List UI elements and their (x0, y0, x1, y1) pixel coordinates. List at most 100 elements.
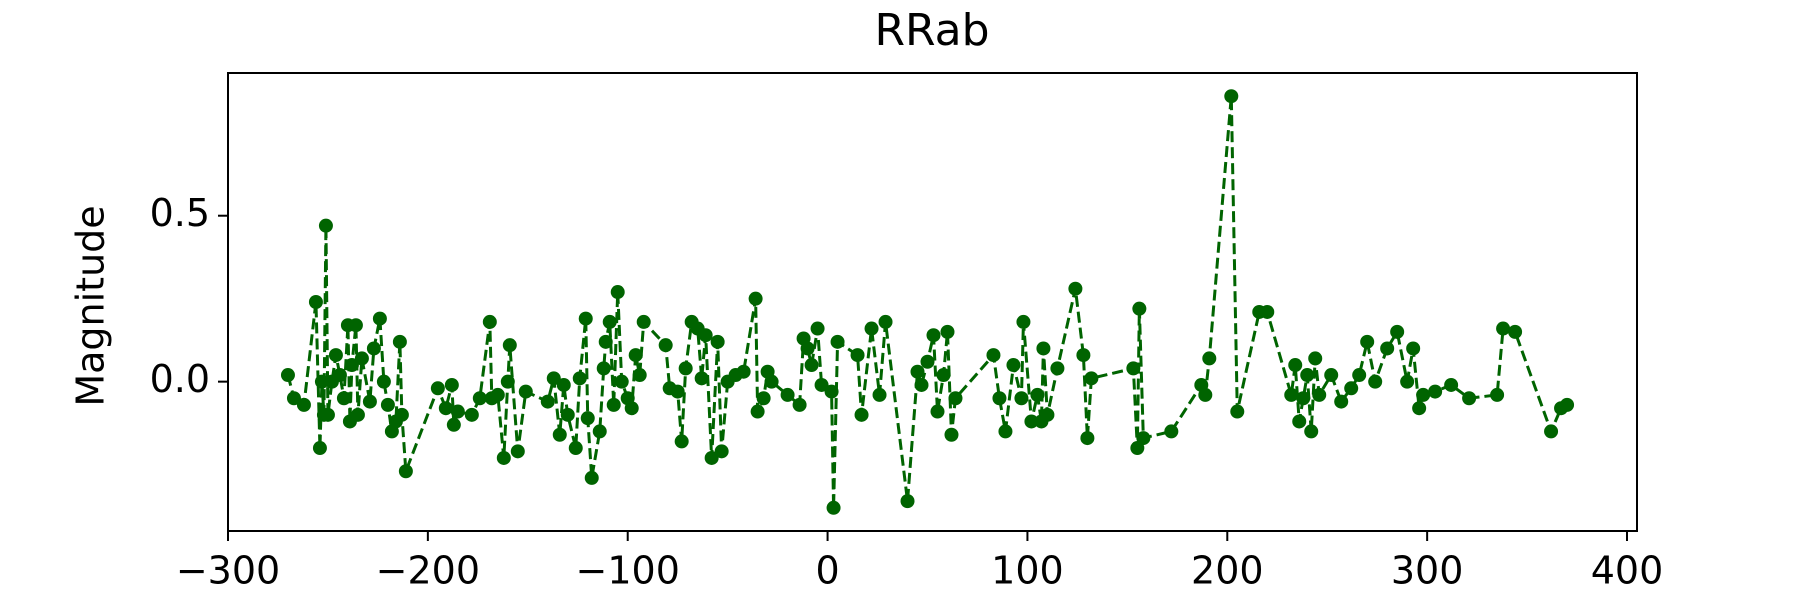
data-point (878, 314, 893, 329)
data-point (490, 387, 505, 402)
x-tick-label: 0 (815, 549, 839, 593)
data-point (1068, 281, 1083, 296)
data-point (914, 377, 929, 392)
data-point (1560, 397, 1575, 412)
data-point (296, 397, 311, 412)
data-point (1352, 368, 1367, 383)
data-point (756, 391, 771, 406)
data-point (1224, 89, 1239, 104)
data-point (936, 368, 951, 383)
data-point (1198, 387, 1213, 402)
data-point (1016, 314, 1031, 329)
data-point (312, 441, 327, 456)
data-point (552, 427, 567, 442)
data-point (940, 324, 955, 339)
data-point (854, 407, 869, 422)
data-point (632, 368, 647, 383)
data-point (392, 334, 407, 349)
data-point (1412, 401, 1427, 416)
data-point (350, 407, 365, 422)
data-point (1416, 387, 1431, 402)
data-point (568, 441, 583, 456)
x-tick-label: 400 (1591, 549, 1664, 593)
data-point (1300, 368, 1315, 383)
data-point (366, 341, 381, 356)
data-point (1344, 381, 1359, 396)
data-point (336, 391, 351, 406)
data-point (986, 348, 1001, 363)
data-point (1030, 387, 1045, 402)
data-point (1296, 391, 1311, 406)
data-point (610, 285, 625, 300)
data-point (780, 387, 795, 402)
data-point (998, 424, 1013, 439)
data-point (1040, 407, 1055, 422)
data-point (510, 444, 525, 459)
data-point (362, 394, 377, 409)
data-point (598, 334, 613, 349)
data-point (1308, 351, 1323, 366)
data-point (658, 338, 673, 353)
data-point (1490, 387, 1505, 402)
data-point (1360, 334, 1375, 349)
data-point (464, 407, 479, 422)
data-point (328, 348, 343, 363)
data-point (1024, 414, 1039, 429)
data-point (1006, 358, 1021, 373)
data-point (736, 364, 751, 379)
data-point (280, 368, 295, 383)
data-point (678, 361, 693, 376)
data-point (900, 494, 915, 509)
data-point (710, 334, 725, 349)
data-point (824, 384, 839, 399)
y-axis-label: Magnitude (69, 205, 113, 406)
data-point (1544, 424, 1559, 439)
data-point (546, 371, 561, 386)
data-point (438, 401, 453, 416)
data-point (518, 384, 533, 399)
x-tick-label: 200 (1191, 549, 1264, 593)
data-point (398, 464, 413, 479)
plot-frame (227, 72, 1638, 532)
data-point (1462, 391, 1477, 406)
x-tick-label: 300 (1391, 549, 1464, 593)
data-point (674, 434, 689, 449)
data-point (592, 424, 607, 439)
data-point (1508, 324, 1523, 339)
data-point (348, 318, 363, 333)
data-point (332, 368, 347, 383)
data-point (792, 397, 807, 412)
data-point (430, 381, 445, 396)
data-point (944, 427, 959, 442)
data-point (930, 404, 945, 419)
data-point (704, 450, 719, 465)
x-tick-label: −300 (176, 549, 280, 593)
data-point (1334, 394, 1349, 409)
data-point (500, 374, 515, 389)
data-point (1428, 384, 1443, 399)
data-point (764, 374, 779, 389)
data-point (344, 358, 359, 373)
data-point (1126, 361, 1141, 376)
data-point (540, 394, 555, 409)
data-point (948, 391, 963, 406)
data-point (670, 384, 685, 399)
data-point (636, 314, 651, 329)
x-tick-label: 100 (991, 549, 1064, 593)
data-point (628, 348, 643, 363)
data-point (572, 371, 587, 386)
data-point (624, 401, 639, 416)
y-tick-label: 0.5 (150, 191, 210, 235)
data-point (472, 391, 487, 406)
data-point (372, 311, 387, 326)
x-tick-label: −100 (576, 549, 680, 593)
data-point (1380, 341, 1395, 356)
data-point (446, 417, 461, 432)
data-point (698, 328, 713, 343)
data-point (1036, 341, 1051, 356)
data-point (910, 364, 925, 379)
data-point (926, 328, 941, 343)
data-point (1288, 358, 1303, 373)
data-point (1444, 377, 1459, 392)
y-tick-label: 0.0 (150, 357, 210, 401)
